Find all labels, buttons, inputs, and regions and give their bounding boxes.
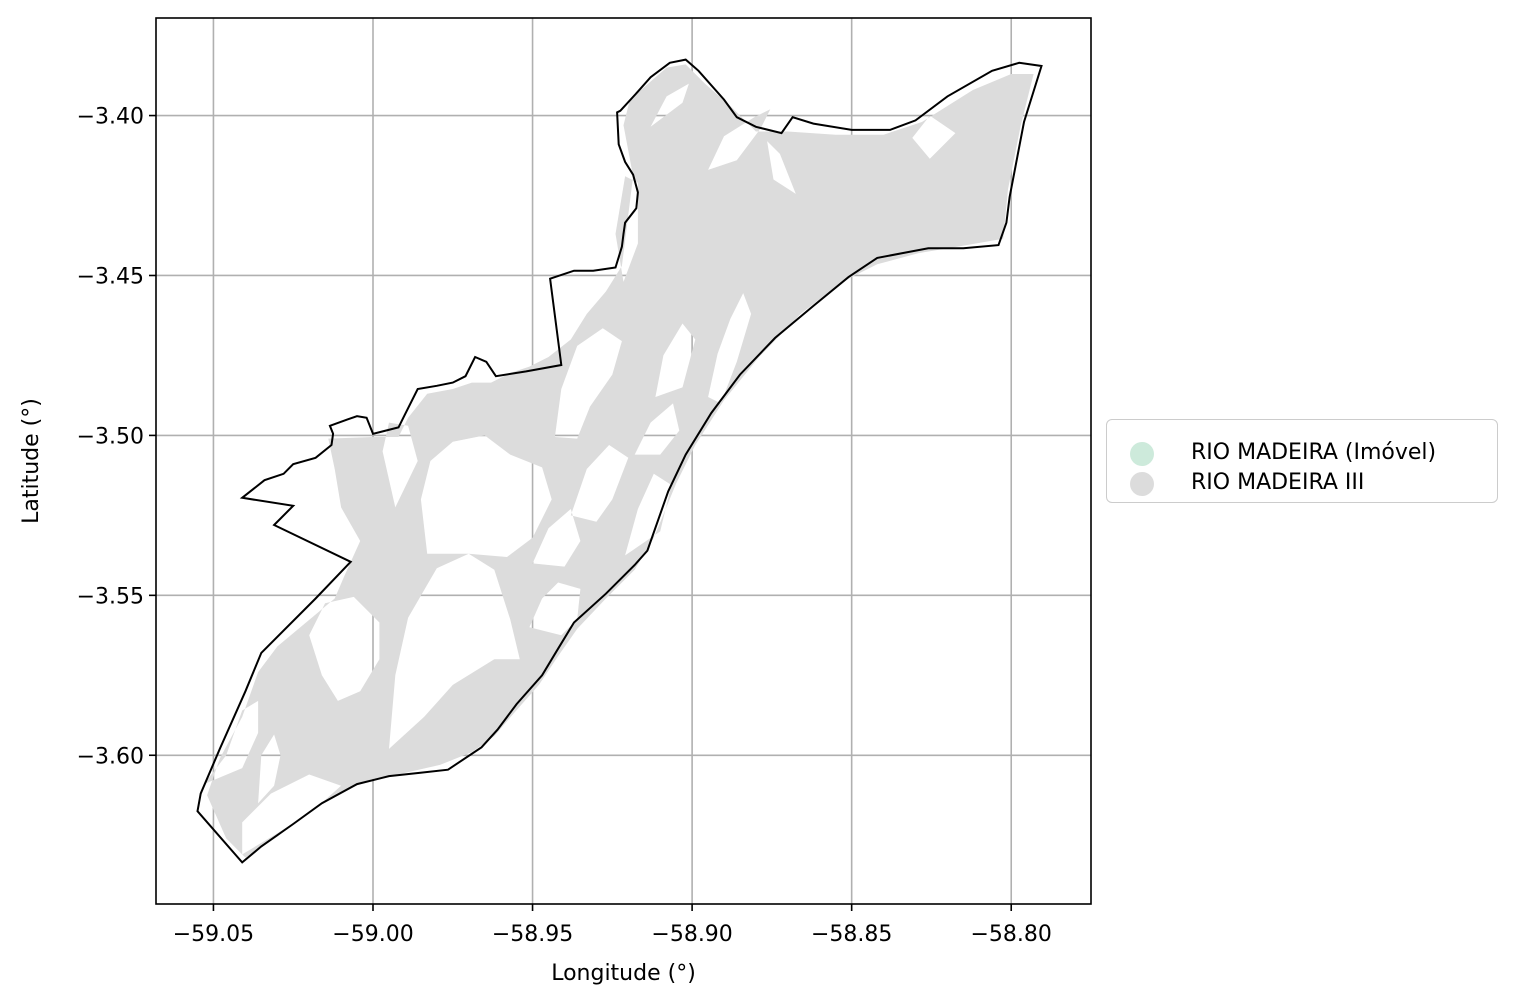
legend-item-imovel: RIO MADEIRA (Imóvel) [1107,436,1497,472]
y-axis-label: Latitude (°) [19,398,44,524]
y-tick-label: −3.45 [77,264,144,289]
legend-label: RIO MADEIRA III [1191,470,1365,495]
plot-frame [155,17,1092,905]
legend-marker-circle-icon [1130,442,1154,466]
x-axis-label: Longitude (°) [551,961,696,986]
x-tick-label: −58.95 [492,922,573,947]
x-tick-label: −58.90 [651,922,732,947]
y-tick-label: −3.50 [77,424,144,449]
legend-item-rio-madeira-iii: RIO MADEIRA III [1107,466,1497,502]
y-tick-label: −3.40 [77,105,144,130]
rio-madeira-imovel-boundary [196,58,1043,864]
y-tick-label: −3.60 [77,744,144,769]
y-tick-label: −3.55 [77,584,144,609]
x-tick-label: −58.80 [971,922,1052,947]
axis-ticks: −59.05 −59.00 −58.95 −58.90 −58.85 −58.80 −3.4… [77,105,1052,947]
legend-label: RIO MADEIRA (Imóvel) [1191,440,1437,465]
x-tick-label: −58.85 [811,922,892,947]
x-tick-label: −59.00 [332,922,413,947]
legend: RIO MADEIRA (Imóvel) RIO MADEIRA III [1106,419,1498,503]
x-tick-label: −59.05 [173,922,254,947]
legend-marker-circle-icon [1130,472,1154,496]
rio-madeira-iii-area [203,64,1034,858]
